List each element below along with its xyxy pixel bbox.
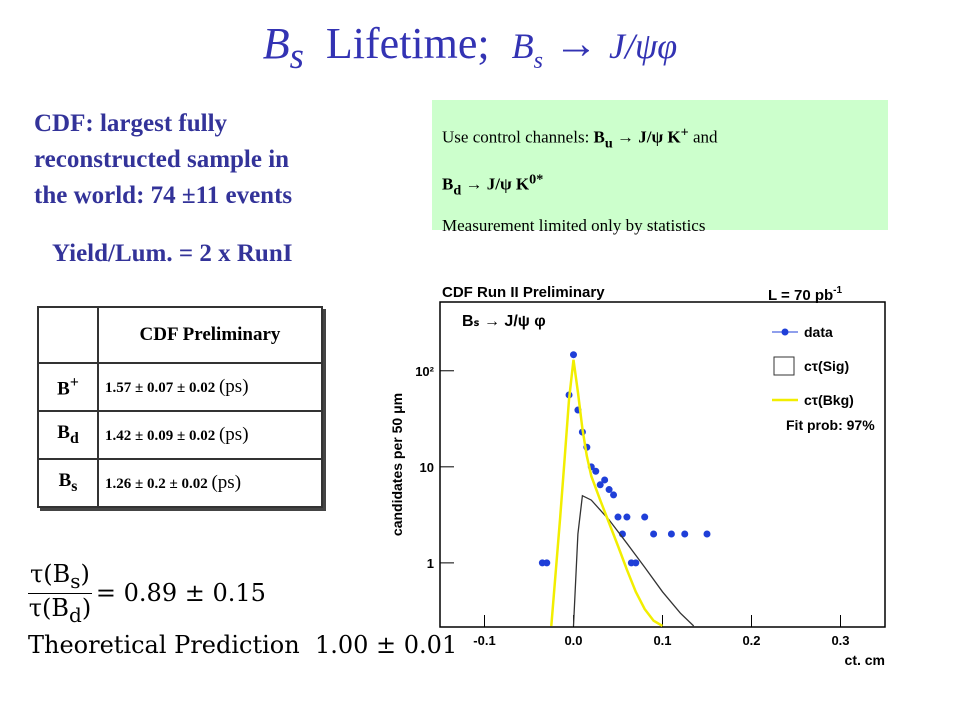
x-tick-label: 0.3 xyxy=(831,633,849,648)
data-point xyxy=(703,530,711,538)
t: 1.00 ± 0.01 xyxy=(314,630,458,659)
control-box: Use control channels: Bu → J/ψ K+ and Bd… xyxy=(432,100,888,235)
data-point xyxy=(681,530,689,538)
t: s xyxy=(70,568,81,593)
y-tick-label: 10² xyxy=(415,364,434,379)
box-line: Use control channels: Bu → J/ψ K+ and xyxy=(442,114,878,161)
y-label: candidates per 50 μm xyxy=(389,393,405,536)
t: ) xyxy=(80,560,90,588)
t: B xyxy=(511,26,534,66)
t: d xyxy=(453,182,462,199)
t: B xyxy=(593,127,605,147)
t: B xyxy=(262,19,290,68)
legend-label: cτ(Sig) xyxy=(804,358,849,374)
data-point xyxy=(592,467,600,475)
t: Theoretical Prediction xyxy=(28,630,300,659)
data-point xyxy=(632,559,640,567)
t: J/ψφ xyxy=(608,26,678,66)
legend-swatch xyxy=(773,356,795,376)
t: -1 xyxy=(833,285,842,296)
luminosity: L = 70 pb-1 xyxy=(768,285,843,304)
summary-line: reconstructed sample in xyxy=(34,146,290,173)
data-point xyxy=(650,530,658,538)
t: 1.42 ± 0.09 ± 0.02 xyxy=(105,428,216,444)
data-point xyxy=(605,486,613,494)
plot-area xyxy=(538,351,711,627)
legend-swatch xyxy=(781,328,789,336)
t: s xyxy=(533,47,543,74)
annotation: Bₛ → J/ψ φ xyxy=(462,313,546,330)
data-point xyxy=(596,481,604,489)
x-tick-label: -0.1 xyxy=(473,633,495,648)
t: d xyxy=(69,602,82,627)
t: (ps) xyxy=(211,472,242,493)
plot: -0.1 0.0 0.1 0.2 0.3 1 10 10² CDF Run II Prelimi… xyxy=(389,284,886,665)
y-tick-label: 1 xyxy=(427,556,434,571)
summary: CDF: largest fully reconstructed sample i… xyxy=(34,106,292,214)
data-point xyxy=(614,513,622,521)
t: B xyxy=(57,378,70,400)
data-point xyxy=(610,491,618,499)
t: B xyxy=(57,422,70,444)
t: τ(B xyxy=(30,560,71,588)
x-tick-label: 0.2 xyxy=(742,633,760,648)
fit-curve xyxy=(550,359,664,627)
summary-line: the world: 74 ±11 events xyxy=(34,182,293,209)
x-tick-label: 0.1 xyxy=(653,633,671,648)
data-point xyxy=(601,476,609,484)
table-header: CDF Preliminary xyxy=(97,306,323,364)
t: s xyxy=(71,477,78,495)
t: → J/ψ K xyxy=(612,127,681,147)
box-line: Measurement limited only by statistics xyxy=(442,216,706,236)
slide-title: Bs Lifetime; Bs → J/ψφ xyxy=(0,18,940,77)
data-point xyxy=(543,559,551,567)
t: 1.26 ± 0.2 ± 0.02 xyxy=(105,476,208,492)
fit-prob: Fit prob: 97% xyxy=(786,417,875,433)
t: ) xyxy=(81,593,92,622)
lifetime-table: CDF Preliminary B+ 1.57 ± 0.07 ± 0.02 (ps… xyxy=(37,306,323,508)
t: and xyxy=(688,127,718,147)
t: 1.57 ± 0.07 ± 0.02 xyxy=(105,380,216,396)
t: τ(B xyxy=(28,593,69,622)
data-point xyxy=(570,351,577,359)
t: B xyxy=(442,174,454,194)
t: u xyxy=(604,135,613,152)
data-point xyxy=(623,513,631,521)
t: Use control channels: xyxy=(442,127,594,147)
t: 0* xyxy=(529,171,544,188)
ratio: τ(Bs) τ(Bd) = 0.89 ± 0.15 Theoretical Pre… xyxy=(28,560,457,659)
plot-title: CDF Run II Preliminary xyxy=(442,284,605,301)
t: + xyxy=(680,124,689,140)
t: + xyxy=(69,373,79,391)
yield: Yield/Lum. = 2 x RunI xyxy=(52,240,293,267)
data-point xyxy=(641,513,649,521)
plot-frame xyxy=(439,301,886,628)
legend-label: data xyxy=(804,324,833,340)
fit-curve xyxy=(572,494,695,627)
y-tick-label: 10 xyxy=(420,460,434,475)
summary-line: CDF: largest fully xyxy=(34,110,228,137)
t: d xyxy=(69,429,79,447)
t: → xyxy=(553,19,598,68)
t: (ps) xyxy=(218,424,249,445)
t: Lifetime; xyxy=(325,19,490,68)
box-line: Bd → J/ψ K0* xyxy=(442,161,878,208)
x-label: ct, cm xyxy=(845,652,885,665)
t: → J/ψ K xyxy=(461,174,530,194)
data-point xyxy=(667,530,675,538)
legend-label: cτ(Bkg) xyxy=(804,392,854,408)
x-tick-label: 0.0 xyxy=(564,633,582,648)
t: L = 70 pb xyxy=(768,287,833,304)
t: (ps) xyxy=(218,376,249,397)
t: s xyxy=(289,34,304,76)
t: = 0.89 ± 0.15 xyxy=(95,579,266,608)
t: B xyxy=(58,470,72,492)
